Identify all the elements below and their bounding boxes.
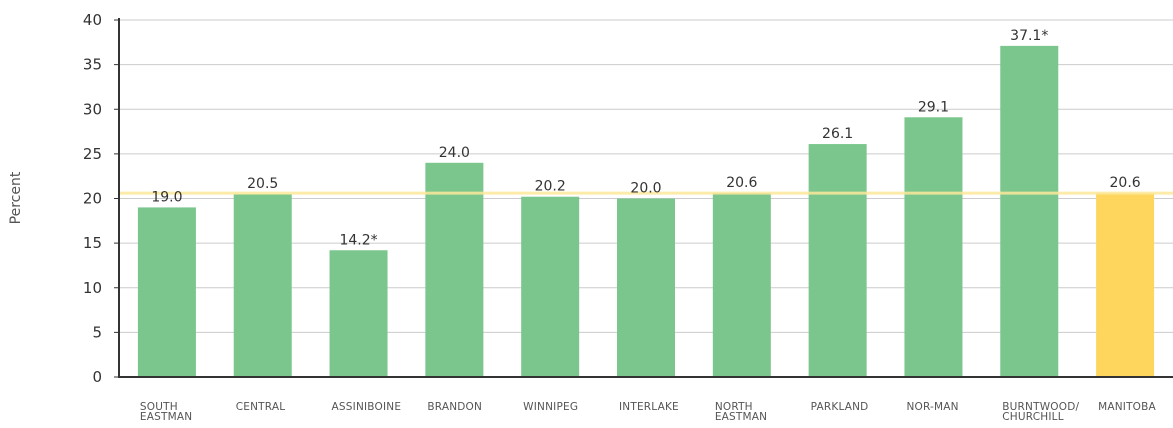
category-label: BURNTWOOD/: [1002, 401, 1079, 413]
y-tick-label: 30: [83, 100, 102, 118]
y-tick-label: 40: [83, 11, 102, 29]
category-label: ASSINIBOINE: [332, 401, 402, 413]
bar: [904, 117, 963, 377]
value-label: 20.2: [535, 179, 566, 195]
y-tick-label: 15: [83, 234, 102, 252]
value-label: 26.1: [822, 126, 853, 142]
value-label: 29.1: [918, 99, 949, 115]
labels: 051015202530354019.0SOUTHEASTMAN20.5CENT…: [83, 11, 1156, 423]
category-label: EASTMAN: [140, 411, 192, 423]
bar: [617, 198, 675, 377]
y-tick-label: 5: [92, 323, 102, 341]
bar: [233, 194, 292, 377]
category-label: MANITOBA: [1098, 401, 1156, 413]
bar: [521, 196, 580, 377]
axes: [114, 18, 1173, 378]
bar: [425, 162, 484, 377]
category-label: NOR-MAN: [906, 401, 958, 413]
bar: [329, 250, 388, 377]
category-label: PARKLAND: [811, 401, 869, 413]
value-label: 14.2*: [339, 232, 377, 248]
bars: [137, 45, 1155, 377]
category-label: CENTRAL: [236, 401, 286, 413]
category-label: CHURCHILL: [1002, 411, 1064, 423]
bar-highlight: [1096, 193, 1155, 377]
y-tick-label: 0: [92, 368, 102, 386]
category-label: BRANDON: [427, 401, 482, 413]
y-tick-label: 25: [83, 145, 102, 163]
category-label: EASTMAN: [715, 411, 767, 423]
bar: [1000, 45, 1059, 377]
category-label: SOUTH: [140, 401, 178, 413]
value-label: 20.0: [630, 181, 661, 197]
value-label: 20.6: [1110, 175, 1141, 191]
value-label: 19.0: [151, 189, 182, 205]
y-tick-label: 35: [83, 56, 102, 74]
value-label: 20.5: [247, 176, 278, 192]
bar: [712, 193, 771, 377]
category-label: INTERLAKE: [619, 401, 679, 413]
value-label: 20.6: [726, 175, 757, 191]
y-tick-label: 10: [83, 279, 102, 297]
bar: [137, 207, 196, 377]
y-tick-label: 20: [83, 190, 102, 208]
value-label: 24.0: [439, 145, 470, 161]
value-label: 37.1*: [1010, 28, 1048, 44]
category-label: WINNIPEG: [523, 401, 578, 413]
bar: [808, 144, 867, 377]
category-label: NORTH: [715, 401, 753, 413]
y-axis-label: Percent: [8, 171, 24, 224]
